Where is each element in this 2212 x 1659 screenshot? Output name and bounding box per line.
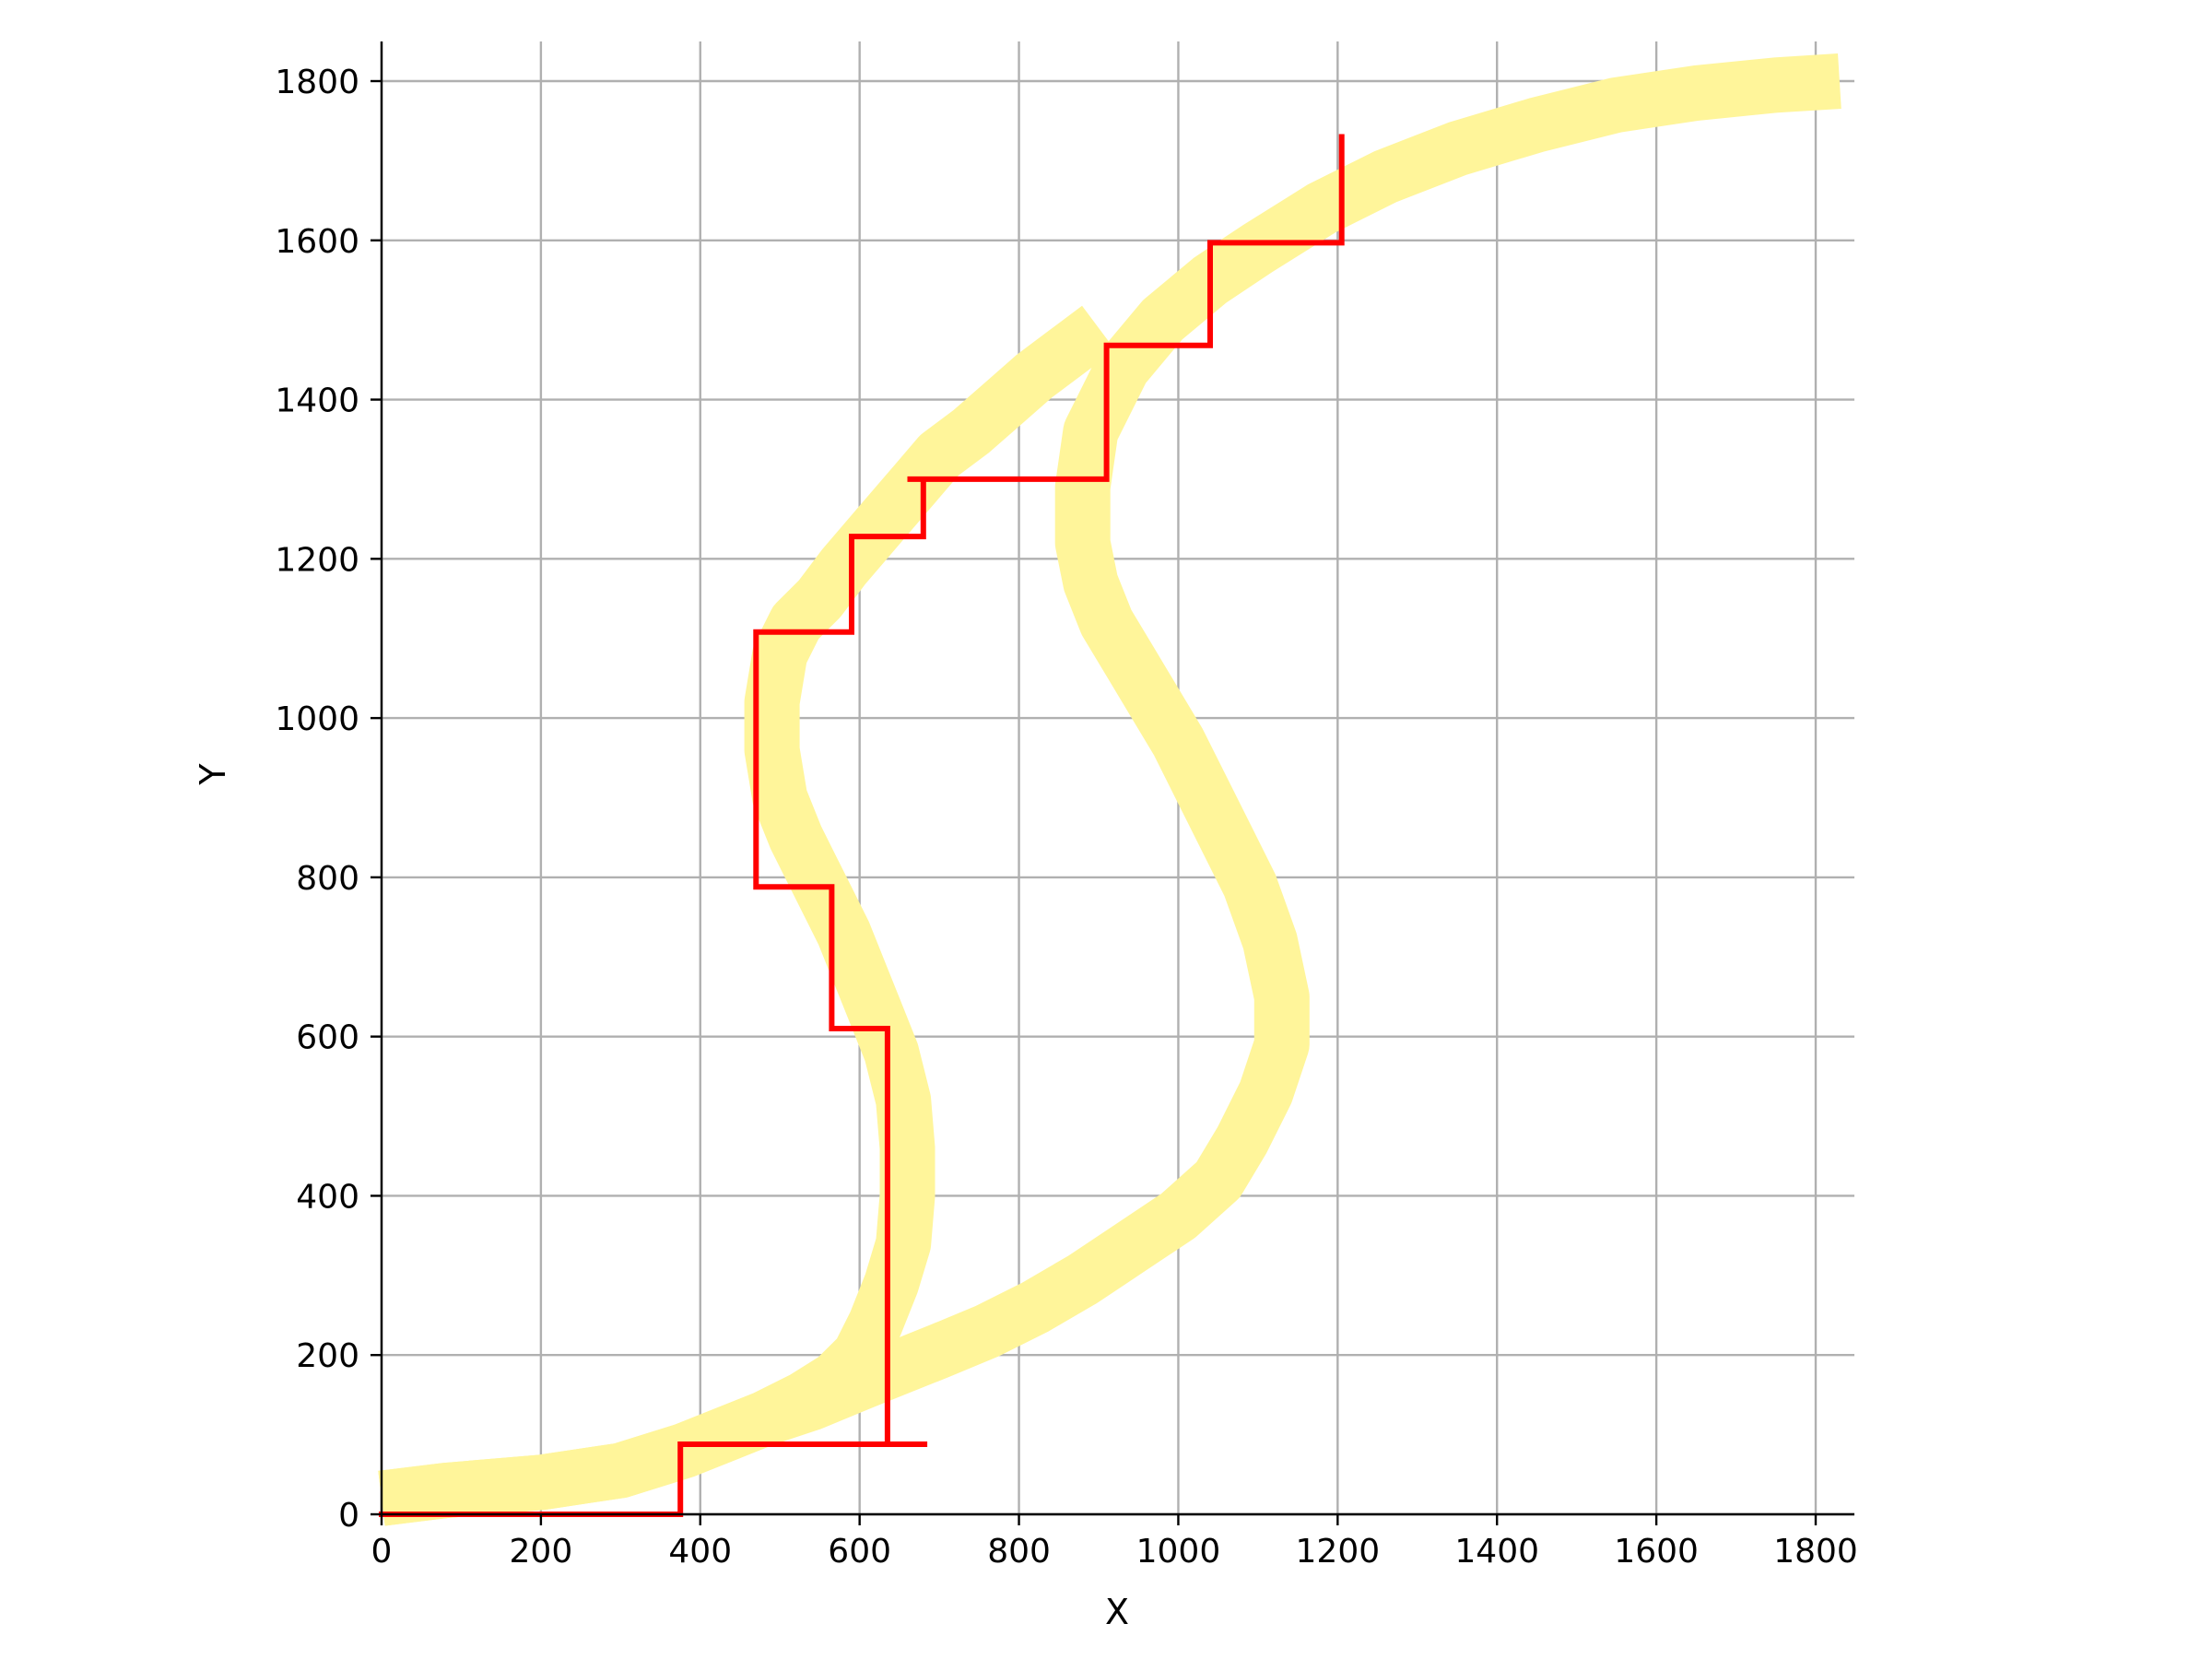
grid-layer xyxy=(380,41,1854,1516)
x-tick-label-400: 400 xyxy=(668,1533,732,1571)
x-tick-label-1600: 1600 xyxy=(1614,1533,1699,1571)
y-tick-label-1600: 1600 xyxy=(275,223,359,261)
y-axis-label: Y xyxy=(193,763,233,786)
band-series-1 xyxy=(378,305,1115,1526)
step-series-2 xyxy=(379,134,1345,1517)
x-tick-label-1800: 1800 xyxy=(1773,1533,1858,1571)
data-layer xyxy=(378,53,1841,1526)
axis-layer: 0 200 400 600 800 1000 1200 1400 1600 1800 0 200 400… xyxy=(275,41,1858,1571)
x-tick-label-1200: 1200 xyxy=(1296,1533,1381,1571)
x-tick-label-200: 200 xyxy=(510,1533,573,1571)
x-tick-label-1000: 1000 xyxy=(1136,1533,1221,1571)
y-tick-label-400: 400 xyxy=(296,1178,359,1216)
y-tick-label-0: 0 xyxy=(338,1497,359,1535)
x-tick-label-600: 600 xyxy=(828,1533,891,1571)
y-tick-label-200: 200 xyxy=(296,1337,359,1375)
y-tick-label-600: 600 xyxy=(296,1019,359,1057)
y-tick-label-1200: 1200 xyxy=(275,541,359,579)
y-tick-label-800: 800 xyxy=(296,860,359,898)
x-tick-label-0: 0 xyxy=(371,1533,393,1571)
x-tick-label-1400: 1400 xyxy=(1454,1533,1539,1571)
band-series-0 xyxy=(378,53,1841,1526)
x-axis-label: X xyxy=(1105,1592,1129,1632)
x-tick-label-800: 800 xyxy=(987,1533,1051,1571)
y-tick-label-1000: 1000 xyxy=(275,700,359,738)
y-tick-label-1800: 1800 xyxy=(275,64,359,101)
y-tick-label-1400: 1400 xyxy=(275,382,359,420)
